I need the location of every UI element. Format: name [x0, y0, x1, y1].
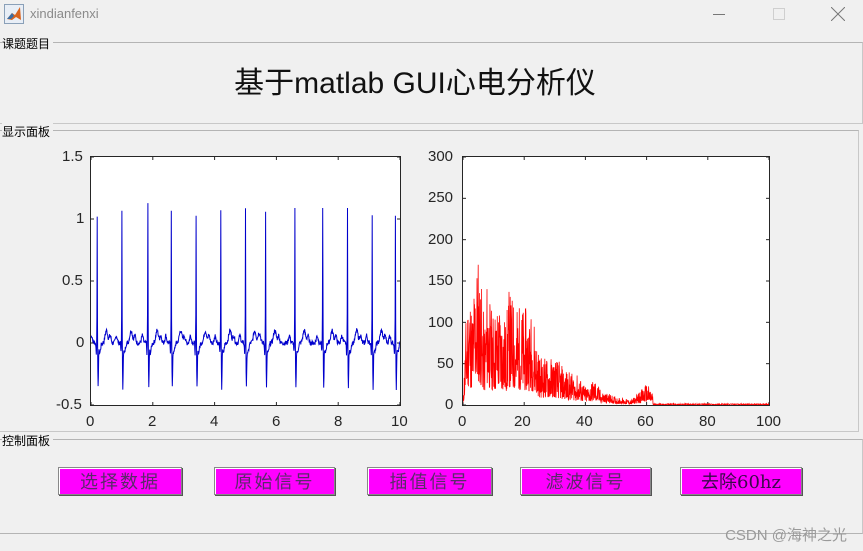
ecg-ytick: 1.5 [62, 148, 83, 165]
spectrum-xtick: 100 [756, 413, 782, 430]
spectrum-ytick: 200 [428, 231, 454, 248]
spectrum-ytick: 150 [428, 272, 454, 289]
select-data-button[interactable]: 选择数据 [58, 467, 182, 495]
close-icon [831, 7, 845, 21]
close-button[interactable] [815, 0, 861, 28]
window-titlebar: xindianfenxi [0, 0, 863, 30]
minimize-button[interactable] [696, 0, 742, 28]
page-title: 基于matlab GUI心电分析仪 [234, 67, 596, 100]
ecg-ytick: -0.5 [56, 396, 82, 413]
spectrum-xtick: 80 [699, 413, 716, 430]
filtered-signal-button[interactable]: 滤波信号 [520, 467, 651, 495]
ecg-xtick: 6 [272, 413, 281, 430]
ecg-ytick: 1 [76, 210, 85, 227]
original-signal-button[interactable]: 原始信号 [214, 467, 335, 495]
spectrum-ytick: 50 [437, 355, 454, 372]
spectrum-ytick: 300 [428, 148, 454, 165]
display-panel [0, 130, 859, 432]
ecg-xtick: 10 [391, 413, 408, 430]
ecg-ytick: 0.5 [62, 272, 83, 289]
ecg-xtick: 2 [148, 413, 157, 430]
ecg-plot[interactable] [90, 156, 401, 406]
spectrum-xtick: 20 [514, 413, 531, 430]
spectrum-ytick: 250 [428, 189, 454, 206]
spectrum-xtick: 0 [458, 413, 467, 430]
spectrum-ytick: 0 [445, 396, 454, 413]
remove-60hz-button[interactable]: 去除60hz [680, 467, 802, 495]
window-title: xindianfenxi [30, 6, 99, 21]
spectrum-plot[interactable] [462, 156, 770, 406]
ecg-xtick: 8 [334, 413, 343, 430]
matlab-icon [4, 4, 24, 24]
maximize-icon [773, 8, 785, 20]
minimize-icon [713, 8, 725, 20]
spectrum-waveform [463, 157, 769, 405]
ecg-xtick: 0 [86, 413, 95, 430]
ecg-ytick: 0 [76, 334, 85, 351]
ecg-waveform [91, 157, 400, 405]
title-panel-label: 课题题目 [2, 35, 54, 52]
display-panel-label: 显示面板 [2, 123, 54, 140]
spectrum-xtick: 40 [576, 413, 593, 430]
ecg-xtick: 4 [210, 413, 219, 430]
spectrum-ytick: 100 [428, 314, 454, 331]
control-panel-label: 控制面板 [2, 432, 54, 449]
spectrum-xtick: 60 [637, 413, 654, 430]
interpolated-signal-button[interactable]: 插值信号 [367, 467, 492, 495]
watermark: CSDN @海神之光 [725, 527, 847, 544]
maximize-button[interactable] [756, 0, 802, 28]
